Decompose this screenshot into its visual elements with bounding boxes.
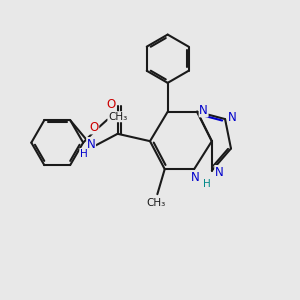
Text: CH₃: CH₃	[108, 112, 127, 122]
Text: N: N	[199, 104, 208, 117]
Text: N: N	[228, 111, 237, 124]
Text: CH₃: CH₃	[146, 198, 166, 208]
Text: O: O	[89, 121, 99, 134]
Text: H: H	[80, 148, 88, 158]
Text: N: N	[215, 166, 224, 178]
Text: N: N	[191, 171, 200, 184]
Text: O: O	[106, 98, 116, 111]
Text: H: H	[203, 179, 210, 190]
Text: N: N	[87, 138, 95, 151]
